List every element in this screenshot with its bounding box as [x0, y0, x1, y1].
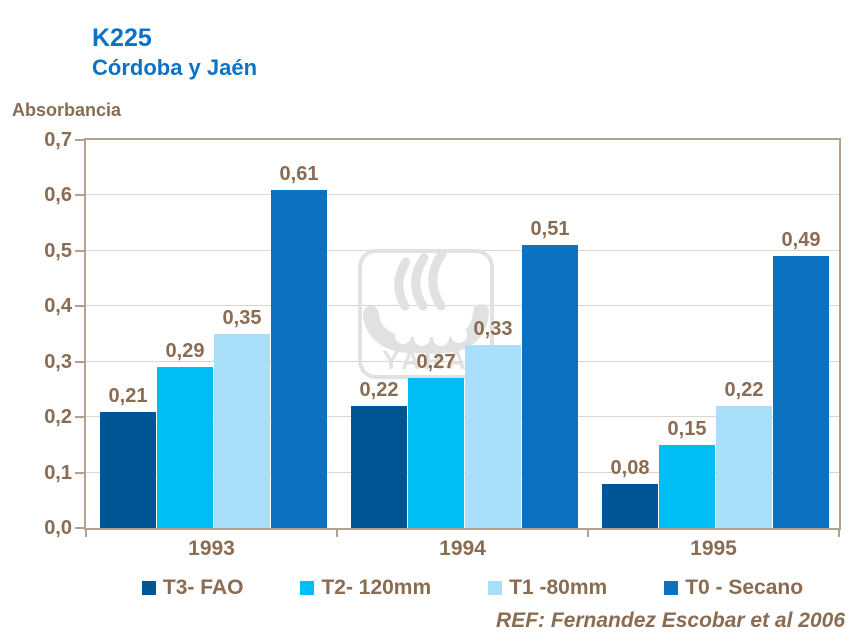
chart-header: K225 Córdoba y Jaén — [92, 24, 257, 81]
legend-item-t3-fao: T3- FAO — [141, 576, 244, 600]
bar-value-label: 0,35 — [222, 307, 262, 329]
chart-subtitle: Córdoba y Jaén — [92, 55, 258, 80]
y-tick-label: 0,1 — [44, 461, 72, 484]
bar-t0-secano-1995 — [773, 256, 829, 528]
bar-value-label: 0,61 — [279, 162, 319, 185]
bar-t2-120mm-1995 — [659, 444, 715, 528]
yara-watermark-logo: YARA — [358, 249, 494, 379]
bar-value-label: 0,49 — [781, 229, 821, 252]
bar-value-label: 0,08 — [610, 456, 650, 479]
gridline — [86, 194, 839, 196]
y-tick-label: 0,2 — [44, 406, 72, 429]
chart-title: K225 — [92, 24, 152, 52]
reference-text: REF: Fernandez Escobar et al 2006 — [496, 609, 845, 632]
bar-t3-fao-1993 — [100, 411, 156, 528]
y-tick — [75, 249, 84, 252]
bar-t1-80mm-1994 — [465, 345, 521, 528]
legend-swatch-t3 — [141, 581, 156, 595]
plot-area: YARA 0,21 0,29 0,35 0,61 0,22 0,27 0,33 0,51 0,0… — [84, 138, 841, 530]
legend-swatch-t0 — [664, 581, 679, 595]
legend: T3- FAO T2- 120mm T1 -80mm T0 - Secano — [95, 576, 850, 600]
y-axis-title: Absorbancia — [12, 100, 122, 120]
bar-value-label: 0,15 — [667, 417, 707, 440]
y-tick — [75, 471, 84, 474]
viking-ship-hull-icon — [363, 304, 489, 353]
bar-value-label: 0,22 — [359, 379, 399, 402]
x-category-label: 1994 — [439, 537, 486, 560]
y-tick — [75, 360, 84, 363]
y-tick — [75, 194, 84, 197]
legend-item-t1-80mm: T1 -80mm — [488, 576, 607, 600]
legend-label-t1: T1 -80mm — [509, 576, 608, 599]
legend-item-t2-120mm: T2- 120mm — [300, 576, 431, 600]
y-tick-label: 0,3 — [44, 350, 72, 373]
gridline — [86, 305, 839, 307]
gridline — [86, 360, 839, 362]
legend-label-t3: T3- FAO — [162, 576, 244, 599]
x-tick — [85, 530, 87, 537]
bar-value-label: 0,51 — [530, 218, 570, 241]
watermark-frame — [358, 249, 494, 379]
y-tick-label: 0,4 — [44, 295, 72, 318]
y-tick — [75, 527, 84, 529]
bar-value-label: 0,21 — [108, 384, 148, 407]
y-tick — [75, 139, 84, 141]
bar-t1-80mm-1993 — [214, 334, 270, 528]
y-tick — [75, 416, 84, 419]
legend-swatch-t2 — [300, 581, 315, 595]
viking-ship-shields-icon — [395, 327, 467, 346]
bar-t3-fao-1995 — [602, 483, 658, 528]
y-tick — [75, 305, 84, 308]
bar-t2-120mm-1994 — [408, 378, 464, 528]
legend-label-t0: T0 - Secano — [685, 576, 804, 599]
y-tick-label: 0,7 — [44, 129, 72, 151]
legend-swatch-t1 — [488, 581, 503, 595]
legend-item-t0-secano: T0 - Secano — [664, 576, 803, 600]
bar-value-label: 0,22 — [724, 379, 764, 402]
watermark-text: YARA — [382, 345, 469, 375]
x-tick — [587, 530, 589, 537]
x-tick — [336, 530, 338, 537]
bar-value-label: 0,33 — [473, 318, 513, 341]
bar-t2-120mm-1993 — [157, 367, 213, 528]
x-category-label: 1995 — [690, 537, 737, 560]
bar-t3-fao-1994 — [351, 406, 407, 528]
y-tick-label: 0,6 — [44, 184, 72, 207]
bar-t0-secano-1993 — [271, 189, 327, 528]
y-tick-label: 0,0 — [44, 517, 72, 539]
legend-label-t2: T2- 120mm — [321, 576, 432, 599]
bar-value-label: 0,29 — [165, 340, 205, 363]
bar-t1-80mm-1995 — [716, 406, 772, 528]
y-tick-label: 0,5 — [44, 239, 72, 262]
x-tick — [838, 530, 840, 537]
viking-ship-sails-icon — [394, 249, 447, 311]
x-category-label: 1993 — [188, 537, 235, 560]
bar-value-label: 0,27 — [416, 351, 456, 374]
bar-t0-secano-1994 — [522, 245, 578, 528]
